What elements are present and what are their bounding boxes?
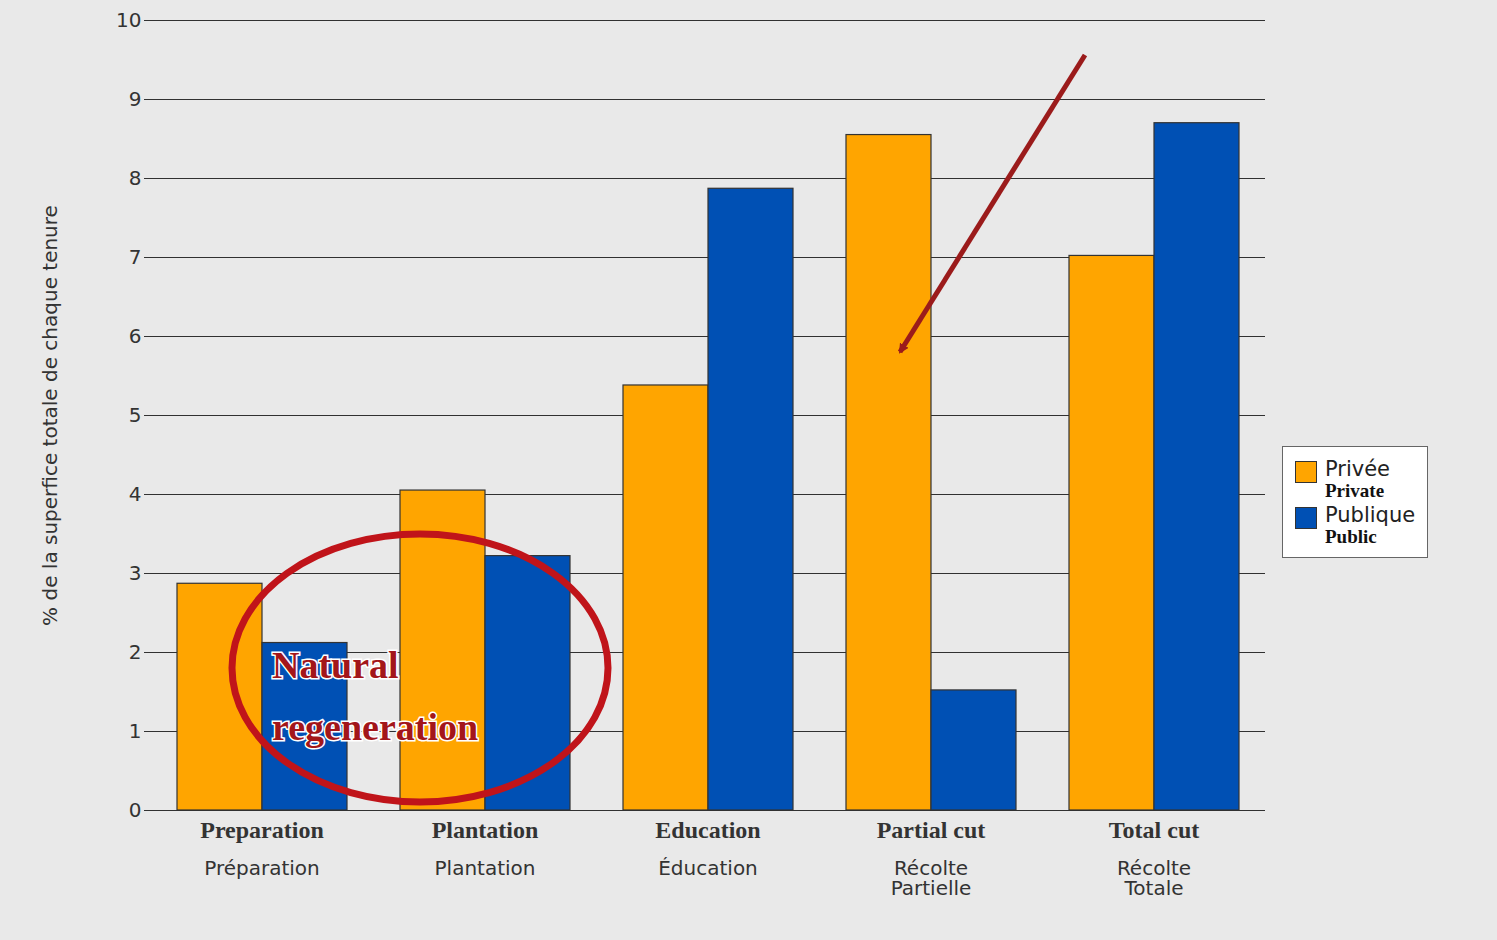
html-text:Private: Private (1325, 480, 1385, 501)
svg-text:7: 7 (129, 245, 142, 269)
svg-text:Naturalregeneration: Naturalregeneration (272, 644, 478, 748)
html-text:Public: Public (1325, 526, 1377, 547)
svg-text:6: 6 (129, 324, 142, 348)
svg-text:Education: Education (655, 817, 760, 843)
svg-text:% de la superfice totale de ch: % de la superfice totale de chaque tenur… (38, 205, 62, 626)
svg-text:RécolteTotale: RécolteTotale (1117, 856, 1191, 900)
svg-text:8: 8 (129, 166, 142, 190)
svg-text:Partial cut: Partial cut (877, 817, 986, 843)
svg-text:Éducation: Éducation (658, 856, 758, 880)
svg-text:Preparation: Preparation (200, 817, 324, 843)
svg-text:10: 10 (116, 8, 141, 32)
svg-text:Plantation: Plantation (432, 817, 539, 843)
svg-text:5: 5 (129, 403, 142, 427)
svg-text:9: 9 (129, 87, 142, 111)
svg-text:1: 1 (129, 719, 142, 743)
html-text:Privée: Privée (1325, 457, 1390, 481)
svg-text:3: 3 (129, 561, 142, 585)
svg-text:4: 4 (129, 482, 142, 506)
svg-text:2: 2 (129, 640, 142, 664)
svg-text:Total cut: Total cut (1109, 817, 1199, 843)
svg-text:Plantation: Plantation (435, 856, 536, 880)
svg-text:RécoltePartielle: RécoltePartielle (891, 856, 972, 900)
html-text:Publique: Publique (1325, 503, 1416, 527)
svg-text:Préparation: Préparation (204, 856, 320, 880)
svg-text:0: 0 (129, 798, 142, 822)
